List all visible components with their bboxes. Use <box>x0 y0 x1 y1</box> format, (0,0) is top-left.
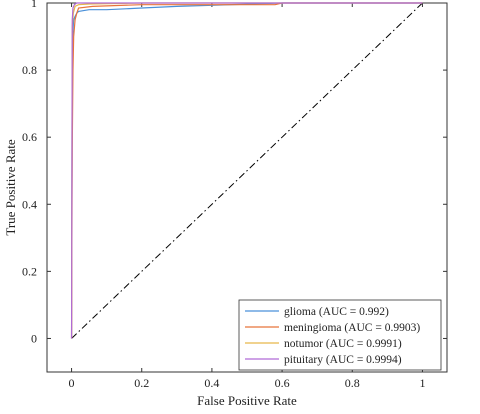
legend-label-3: pituitary (AUC = 0.9994) <box>284 354 402 366</box>
y-tick-label: 0.8 <box>22 63 37 77</box>
x-axis-label: False Positive Rate <box>197 393 297 408</box>
y-tick-label: 1 <box>31 0 37 10</box>
legend-label-1: meningioma (AUC = 0.9903) <box>284 322 420 334</box>
x-tick-label: 0.4 <box>204 376 219 390</box>
legend-label-2: notumor (AUC = 0.9991) <box>284 338 402 350</box>
x-tick-label: 0.8 <box>345 376 360 390</box>
roc-line-1 <box>70 2 423 339</box>
roc-line-0 <box>70 2 423 339</box>
roc-line-3 <box>70 2 423 339</box>
x-tick-label: 1 <box>419 376 425 390</box>
legend-box <box>238 299 442 371</box>
x-tick-label: 0 <box>69 376 75 390</box>
diagonal-reference-line <box>71 2 423 339</box>
y-axis-label: True Positive Rate <box>3 139 18 236</box>
x-tick-label: 0.2 <box>134 376 149 390</box>
x-tick-label: 0.6 <box>275 376 290 390</box>
y-tick-label: 0 <box>31 331 37 345</box>
y-tick-label: 0.4 <box>22 197 37 211</box>
y-tick-label: 0.2 <box>22 264 37 278</box>
y-tick-label: 0.6 <box>22 130 37 144</box>
legend-label-0: glioma (AUC = 0.992) <box>284 306 389 318</box>
